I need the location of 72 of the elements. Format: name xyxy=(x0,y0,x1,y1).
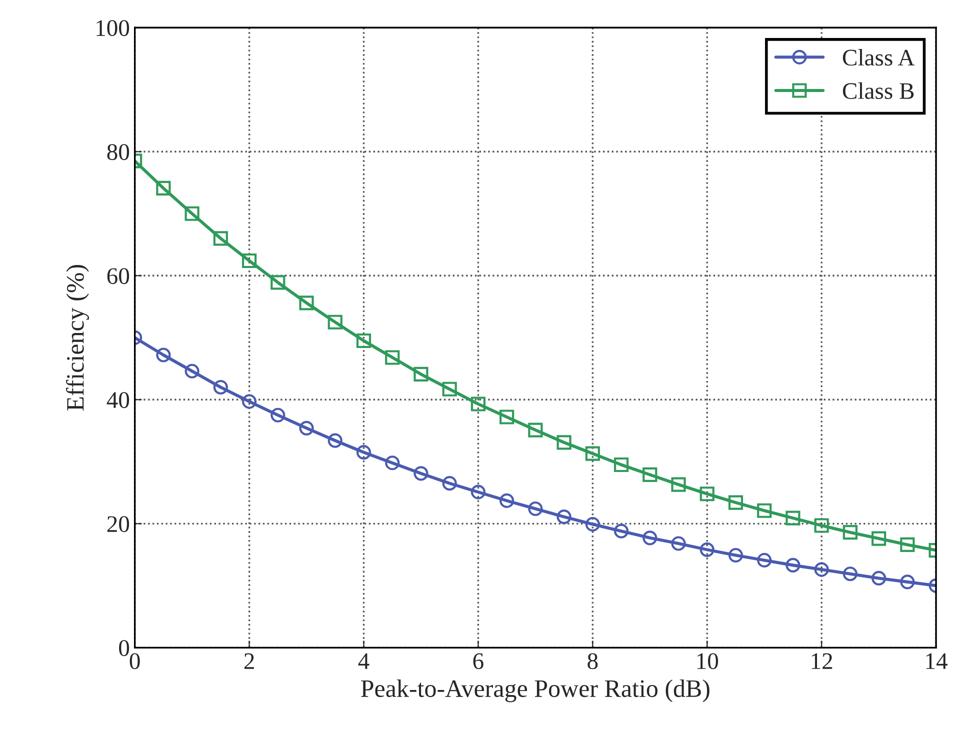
point xyxy=(500,410,514,424)
point xyxy=(442,476,457,491)
legend-label: Class B xyxy=(842,82,914,100)
point xyxy=(556,435,572,450)
point xyxy=(500,493,514,508)
point xyxy=(270,275,286,290)
point xyxy=(184,206,200,221)
legend-label: Class A xyxy=(842,49,915,66)
point xyxy=(842,566,858,582)
point xyxy=(814,562,829,577)
point xyxy=(585,516,600,532)
point xyxy=(786,558,800,572)
y-tick-label: 60 xyxy=(107,268,130,284)
point xyxy=(213,380,228,395)
point xyxy=(270,408,286,422)
point xyxy=(872,570,886,586)
point xyxy=(614,457,629,472)
point xyxy=(614,524,629,538)
y-tick-label: 20 xyxy=(107,516,130,532)
point xyxy=(900,537,915,552)
point xyxy=(156,180,171,196)
x-tick-label: 12 xyxy=(812,653,832,669)
point xyxy=(642,467,658,482)
point xyxy=(299,420,314,436)
point xyxy=(814,518,829,533)
point xyxy=(328,314,342,330)
point xyxy=(184,364,200,378)
point xyxy=(528,501,543,516)
y-tick-label: 40 xyxy=(106,392,130,408)
x-tick-label: 6 xyxy=(473,653,484,670)
point xyxy=(442,382,457,396)
point xyxy=(842,525,858,540)
point xyxy=(414,366,428,382)
x-tick-label: 14 xyxy=(926,653,948,669)
point xyxy=(299,296,314,310)
point xyxy=(242,394,257,409)
point xyxy=(728,495,744,510)
point xyxy=(700,486,714,502)
point xyxy=(872,531,886,546)
x-axis-title: Peak-to-Average Power Ratio (dB) xyxy=(361,679,710,702)
point xyxy=(671,536,686,551)
point xyxy=(728,548,744,563)
point xyxy=(156,348,171,362)
x-tick-label: 8 xyxy=(588,653,598,670)
point xyxy=(328,433,342,448)
point xyxy=(642,530,658,546)
x-tick-label: 2 xyxy=(244,653,254,669)
x-tick-label: 0 xyxy=(130,653,140,670)
point xyxy=(671,477,686,492)
point xyxy=(585,446,600,461)
point xyxy=(213,231,228,246)
x-tick-label: 10 xyxy=(697,653,718,670)
point xyxy=(528,422,543,438)
point xyxy=(700,542,714,557)
point xyxy=(470,484,486,500)
point xyxy=(385,350,400,365)
x-tick-label: 4 xyxy=(358,653,370,669)
point xyxy=(900,574,915,590)
y-tick-label: 0 xyxy=(119,640,130,656)
y-tick-label: 100 xyxy=(96,20,130,36)
point xyxy=(757,552,772,568)
point xyxy=(414,466,428,481)
point xyxy=(786,510,800,526)
point xyxy=(356,333,372,348)
point xyxy=(757,503,772,518)
y-tick-label: 80 xyxy=(107,144,130,160)
point xyxy=(556,510,572,524)
y-axis-title: Efficiency (%) xyxy=(66,265,89,411)
point xyxy=(356,445,372,460)
point xyxy=(385,456,400,470)
point xyxy=(470,396,486,412)
point xyxy=(242,253,257,268)
